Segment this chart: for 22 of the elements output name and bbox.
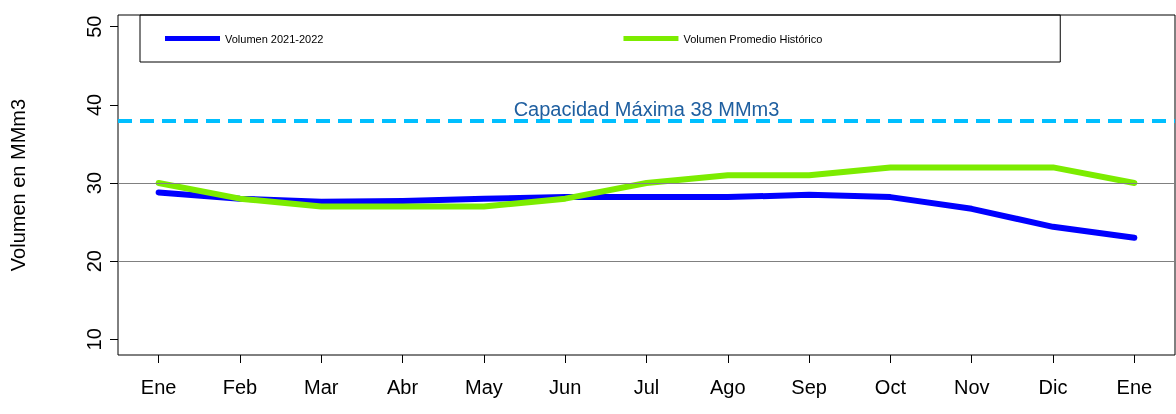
x-tick-label: Jun — [549, 376, 582, 398]
x-tick-label: Sep — [791, 376, 827, 398]
y-tick-label: 40 — [83, 93, 105, 117]
x-tick-label: Ene — [140, 376, 177, 398]
x-tick-label: May — [464, 376, 503, 398]
x-tick-label: Mar — [304, 376, 339, 398]
x-tick-label: Feb — [222, 376, 258, 398]
x-tick-label: Ago — [710, 376, 746, 398]
x-tick-label: Abr — [387, 376, 419, 398]
x-tick-label: Jul — [633, 376, 660, 398]
x-tick-label: Dic — [1038, 376, 1068, 398]
x-tick-label: Nov — [953, 376, 990, 398]
x-tick-label: Oct — [874, 376, 907, 398]
x-tick-label: Ene — [1116, 376, 1153, 398]
y-axis-title: Volumen en MMm3 — [7, 98, 29, 272]
ref-line-label: Capacidad Máxima 38 MMm3 — [513, 97, 780, 120]
y-tick-label: 10 — [83, 328, 105, 351]
y-tick-label: 50 — [83, 15, 105, 38]
y-tick-label: 30 — [83, 171, 105, 195]
y-tick-label: 20 — [83, 250, 105, 273]
legend-label: Volumen Promedio Histórico — [683, 32, 823, 45]
legend-label: Volumen 2021-2022 — [225, 32, 324, 45]
